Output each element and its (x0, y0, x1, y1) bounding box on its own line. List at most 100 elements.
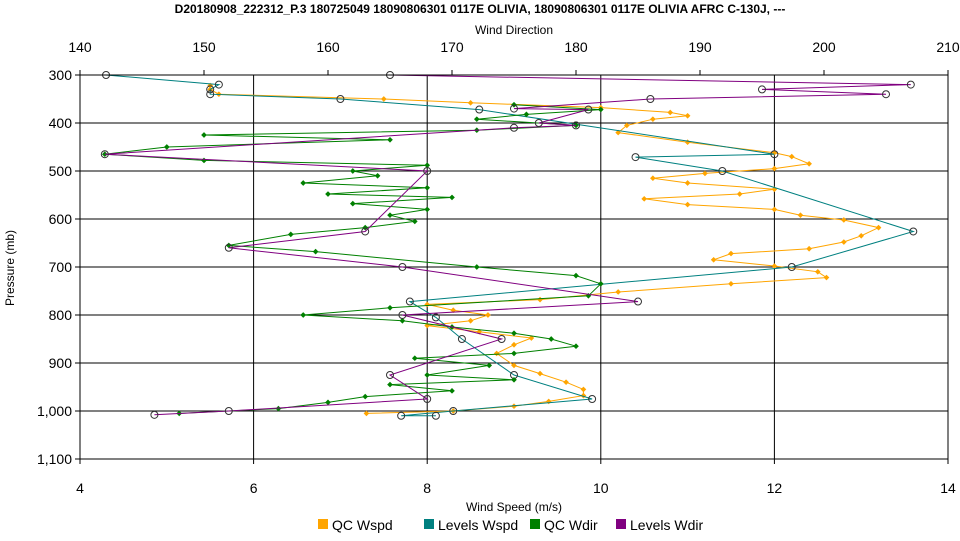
data-point-marker (511, 341, 517, 348)
level-point-marker (534, 119, 543, 127)
data-point-marker (641, 196, 648, 202)
data-point-marker (300, 312, 307, 318)
data-point-marker (728, 280, 734, 287)
level-point-marker (770, 150, 779, 159)
data-point-marker (806, 245, 812, 252)
x-top-tick-label: 180 (564, 39, 588, 55)
level-point-marker (457, 335, 466, 343)
level-point-marker (206, 90, 215, 99)
series-line (104, 74, 911, 416)
data-point-marker (573, 272, 579, 279)
data-point-marker (797, 212, 804, 218)
data-point-marker (411, 218, 418, 225)
data-point-marker (788, 153, 795, 160)
x-top-tick-label: 170 (440, 39, 464, 55)
level-point-marker (510, 104, 518, 113)
level-point-marker (431, 411, 440, 420)
y-tick-label: 1,000 (37, 403, 72, 419)
level-point-marker (423, 395, 432, 403)
data-point-marker (387, 136, 393, 143)
data-point-marker (493, 350, 500, 357)
bottom-axis-title: Wind Speed (m/s) (466, 500, 562, 514)
axes: 4 6 8 10 12 14 140 150 160 170 180 190 200 210 300 400 5… (37, 39, 960, 496)
top-axis-title: Wind Direction (475, 23, 553, 37)
data-point-marker (650, 175, 656, 182)
legend-swatch (530, 519, 540, 529)
data-point-marker (275, 405, 282, 412)
level-point-marker (787, 263, 796, 271)
data-point-marker (667, 109, 674, 116)
data-point-marker (225, 242, 232, 249)
data-point-marker (875, 224, 882, 231)
level-point-marker (361, 227, 370, 236)
level-point-marker (497, 335, 506, 343)
y-axis-title: Pressure (mb) (3, 230, 17, 306)
data-point-marker (387, 212, 393, 218)
level-point-marker (646, 95, 655, 103)
data-point-marker (684, 180, 691, 186)
data-point-marker (511, 362, 517, 369)
data-point-marker (473, 264, 480, 270)
data-point-marker (728, 250, 734, 257)
data-point-marker (374, 172, 381, 179)
level-point-marker (572, 121, 580, 130)
y-tick-label: 800 (49, 307, 73, 323)
series-line (104, 104, 602, 414)
data-point-marker (771, 165, 778, 172)
data-point-marker (548, 336, 555, 342)
y-tick-label: 500 (49, 163, 73, 179)
level-point-marker (224, 243, 233, 252)
level-point-marker (449, 407, 458, 415)
x-bottom-tick-label: 4 (76, 480, 84, 496)
level-point-marker (405, 297, 414, 306)
data-point-marker (563, 379, 569, 386)
data-point-marker (387, 381, 393, 388)
x-bottom-tick-label: 14 (940, 480, 956, 496)
level-point-marker (336, 95, 345, 103)
data-point-marker (615, 289, 621, 295)
x-top-tick-label: 210 (936, 39, 960, 55)
level-point-marker (224, 407, 233, 415)
data-point-marker (201, 132, 207, 138)
level-point-marker (475, 105, 484, 114)
data-point-marker (537, 370, 543, 377)
chart-title: D20180908_222312_P.3 180725049 180908063… (175, 2, 786, 16)
data-point-marker (841, 239, 847, 245)
level-point-marker (423, 167, 432, 175)
series-qc-wspd (207, 82, 882, 417)
data-point-marker (424, 372, 431, 378)
data-point-marker (573, 343, 579, 350)
x-bottom-tick-label: 10 (593, 480, 609, 496)
data-point-marker (511, 376, 517, 383)
data-point-marker (858, 232, 865, 239)
data-point-marker (684, 201, 691, 208)
level-point-marker (510, 123, 518, 132)
data-point-marker (349, 200, 356, 207)
data-point-marker (449, 194, 455, 201)
y-tick-label: 1,100 (37, 451, 72, 467)
data-point-marker (163, 144, 170, 150)
data-point-marker (362, 393, 369, 400)
level-point-marker (214, 80, 223, 89)
data-point-marker (771, 263, 778, 269)
data-point-marker (467, 100, 474, 106)
y-tick-label: 300 (49, 67, 73, 83)
level-point-marker (631, 153, 640, 162)
level-point-marker (758, 85, 766, 94)
legend-label: Levels Wspd (438, 517, 518, 533)
level-point-marker (584, 105, 593, 114)
data-point-marker (684, 112, 691, 119)
data-point-marker (597, 280, 604, 287)
data-point-marker (841, 217, 847, 223)
data-point-marker (399, 317, 406, 324)
data-point-marker (467, 317, 474, 324)
data-point-marker (710, 256, 717, 263)
level-point-marker (386, 371, 394, 379)
data-point-marker (597, 106, 604, 113)
level-point-marker (150, 410, 159, 419)
data-point-marker (624, 122, 630, 129)
data-point-marker (650, 116, 656, 122)
data-point-marker (771, 206, 778, 213)
legend-label: Levels Wdir (630, 517, 703, 533)
y-tick-label: 600 (49, 211, 73, 227)
